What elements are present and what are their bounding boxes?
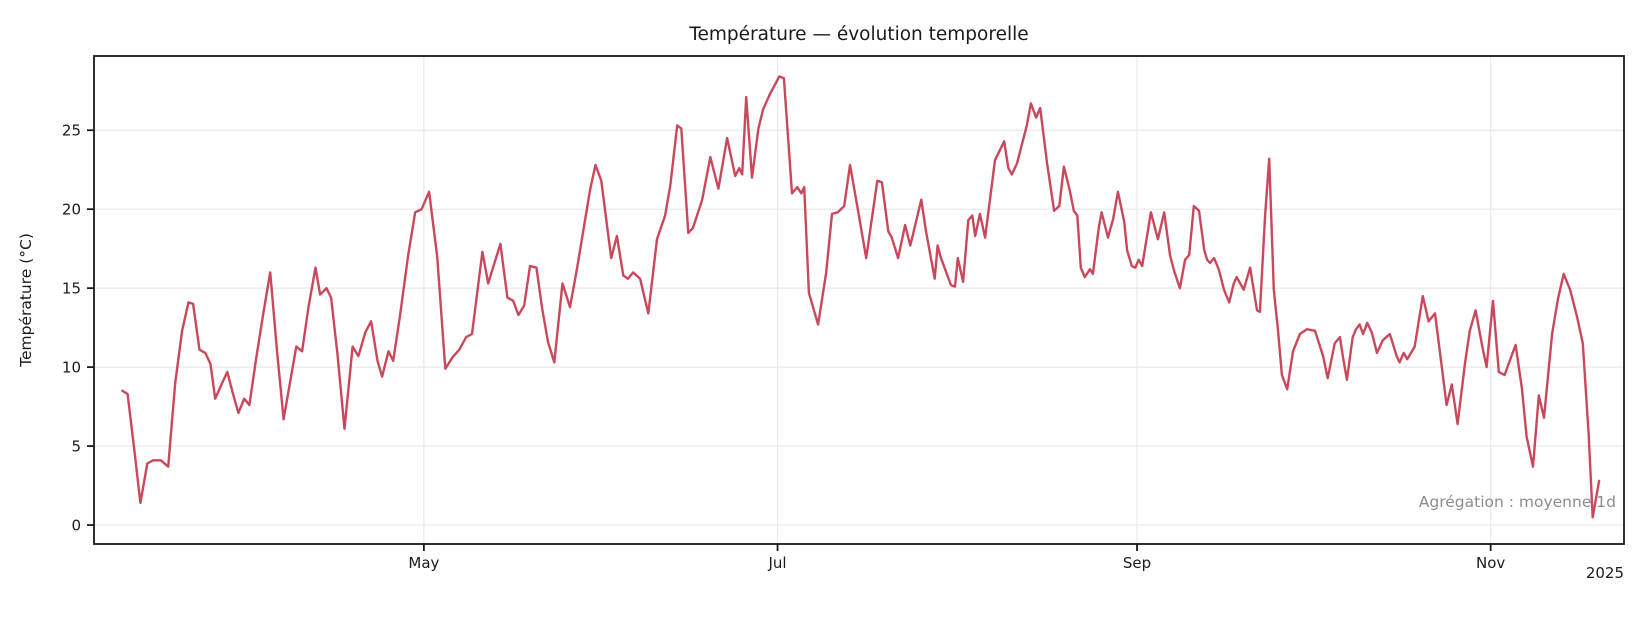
x-axis-year-label: 2025 bbox=[1586, 564, 1624, 582]
plot-border bbox=[93, 55, 1625, 545]
x-tick-label: Sep bbox=[1123, 554, 1151, 572]
x-tick-label: Nov bbox=[1476, 554, 1505, 572]
y-tick-label: 5 bbox=[71, 438, 81, 456]
chart-title: Température — évolution temporelle bbox=[688, 24, 1028, 45]
y-tick-label: 10 bbox=[62, 359, 81, 377]
axes-layer bbox=[87, 55, 1625, 551]
y-axis-label: Température (°C) bbox=[17, 233, 35, 368]
y-tick-label: 0 bbox=[71, 517, 81, 535]
grid-layer bbox=[94, 56, 1624, 544]
y-tick-label: 15 bbox=[62, 280, 81, 298]
x-tick-label: May bbox=[408, 554, 439, 572]
series-layer bbox=[121, 75, 1601, 519]
tick-label-layer: 0 5 10 15 20 25 May Jul Sep Nov bbox=[62, 122, 1506, 572]
y-tick-label: 20 bbox=[62, 201, 81, 219]
temperature-series-line bbox=[121, 75, 1601, 519]
x-tick-label: Jul bbox=[767, 554, 786, 572]
y-tick-label: 25 bbox=[62, 122, 81, 140]
aggregation-annotation: Agrégation : moyenne 1d bbox=[1419, 493, 1616, 511]
